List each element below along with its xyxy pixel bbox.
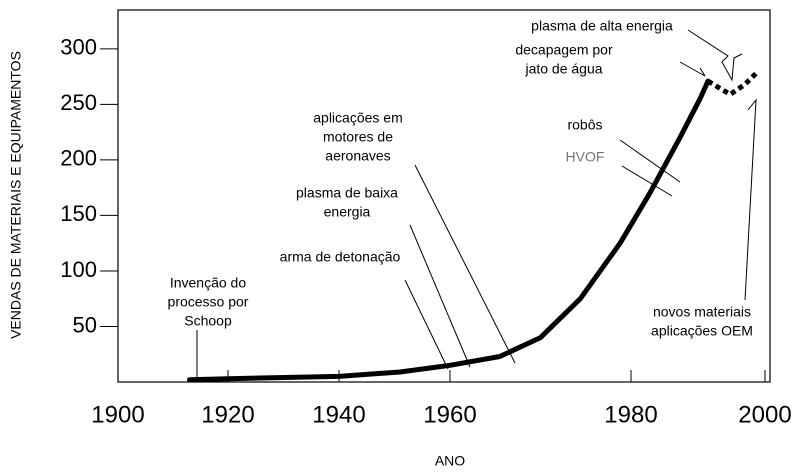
annotation: arma de detonação [280,249,401,265]
data-line [706,69,761,97]
y-tick-label: 300 [60,35,97,60]
annotation: decapagem por [515,42,613,58]
arrow [679,61,706,77]
y-tick-label: 150 [60,201,97,226]
leader-line [404,279,449,370]
y-tick-label: 200 [60,146,97,171]
leader-line [621,165,673,197]
annotation: aplicações em [313,110,403,126]
annotation: HVOF [566,149,605,165]
leader-line [619,139,681,183]
annotation: energia [324,204,371,220]
annotation: aeronaves [325,148,390,164]
annotation: plasma de baixa [296,185,398,201]
leader-line [409,224,471,368]
arrow [687,29,743,82]
y-tick-label: 100 [60,257,97,282]
data-line [187,78,711,383]
x-tick-label: 1920 [201,401,254,428]
annotation: robôs [567,117,602,133]
x-tick-label: 1960 [423,401,476,428]
x-axis-label: ANO [435,453,465,469]
y-tick-label: 250 [60,90,97,115]
annotation: aplicações OEM [651,323,753,339]
annotation: motores de [323,129,393,145]
annotation: Schoop [184,313,232,329]
annotation: jato de água [524,61,602,77]
x-tick-label: 1900 [91,401,144,428]
annotation: novos materiais [653,304,751,320]
plot-frame [117,9,771,383]
y-tick-label: 50 [73,312,97,337]
y-axis-label: VENDAS DE MATERIAIS E EQUIPAMENTOS [8,51,24,339]
x-tick-label: 1940 [312,401,365,428]
leader-lines [196,29,757,381]
annotation: plasma de alta energia [531,18,673,34]
annotation: Invenção do [170,275,246,291]
leader-line [414,164,516,364]
x-tick-label: 2000 [738,401,791,428]
annotation: processo por [168,294,249,310]
x-tick-label: 1980 [604,401,657,428]
arrow [744,98,757,301]
